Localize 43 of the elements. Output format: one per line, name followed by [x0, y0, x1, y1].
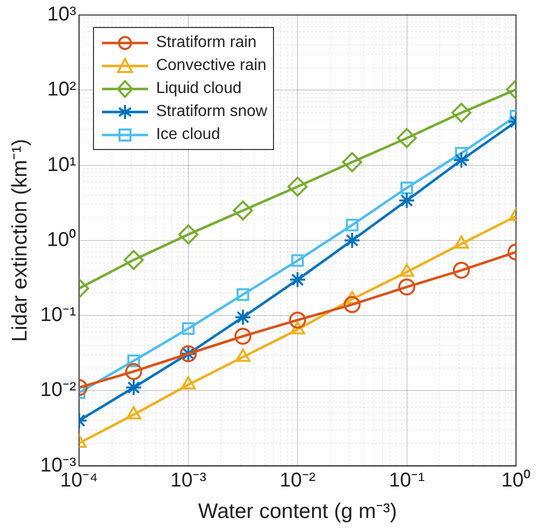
legend-label: Ice cloud — [156, 126, 220, 144]
y-tick-label: 10⁻¹ — [40, 304, 76, 326]
point — [396, 128, 417, 148]
point — [451, 102, 472, 123]
point — [125, 362, 142, 380]
x-tick-label: 10⁻¹ — [388, 469, 426, 492]
y-tick-label: 10³ — [47, 4, 76, 26]
point — [452, 262, 470, 279]
legend-label: Stratiform rain — [156, 34, 257, 52]
point — [234, 308, 252, 326]
point — [342, 152, 362, 172]
point — [234, 328, 252, 345]
x-tick-label: 10⁻² — [280, 469, 316, 492]
x-tick-label: 10⁰ — [501, 468, 531, 492]
point — [288, 176, 308, 197]
legend-label: Stratiform snow — [156, 102, 268, 120]
point — [398, 278, 416, 296]
y-tick-label: 10¹ — [47, 154, 76, 176]
y-tick-label: 10⁻² — [40, 379, 76, 402]
point — [236, 288, 250, 301]
point — [289, 271, 306, 288]
point — [400, 182, 414, 194]
y-tick-label: 10² — [47, 78, 76, 101]
point — [346, 218, 358, 232]
point — [124, 250, 144, 270]
point — [344, 232, 361, 249]
x-axis-title: Water content (g m⁻³) — [198, 500, 397, 524]
point — [232, 200, 253, 220]
point — [127, 354, 140, 368]
point — [289, 312, 306, 329]
y-axis-title: Lidar extinction (km⁻¹) — [8, 138, 32, 342]
y-tick-label: 10⁰ — [46, 228, 76, 251]
point — [291, 254, 304, 267]
point — [344, 296, 361, 314]
point — [455, 146, 468, 160]
point — [125, 379, 142, 396]
point — [452, 152, 470, 169]
point — [182, 322, 195, 335]
x-tick-label: 10⁻³ — [170, 469, 207, 492]
point — [398, 192, 416, 209]
legend-label: Convective rain — [156, 56, 266, 74]
point — [178, 224, 198, 244]
legend-label: Liquid cloud — [156, 80, 242, 98]
